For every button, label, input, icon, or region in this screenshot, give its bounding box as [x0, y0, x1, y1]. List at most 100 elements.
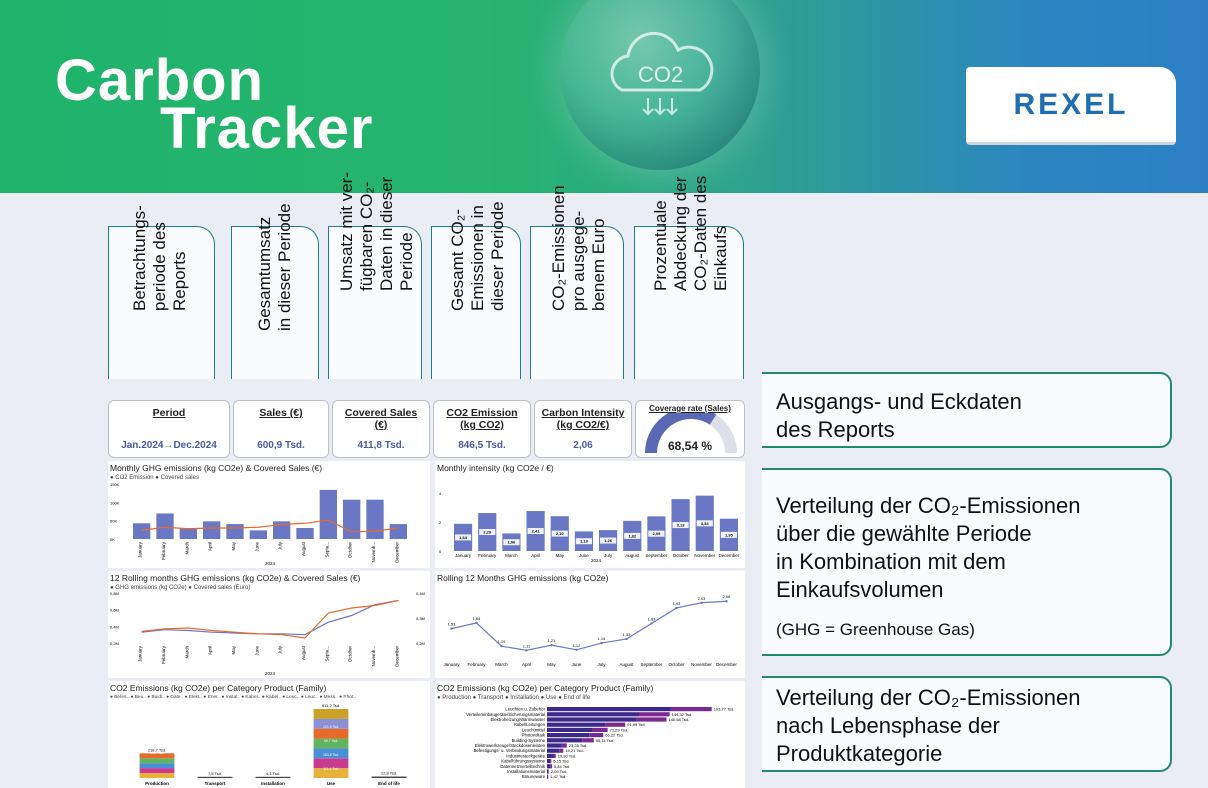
side-box-base-data: Ausgangs- und Eckdaten des Reports: [762, 372, 1172, 448]
x-tick-label: March: [184, 646, 189, 659]
data-label: 5,84 Tsd.: [554, 764, 570, 769]
bar: [389, 524, 407, 539]
x-tick-label: May: [231, 541, 236, 550]
y-category-label: Installationsmaterial: [507, 769, 545, 774]
kpi-coverage-value: 68,54 %: [667, 439, 713, 453]
kpi-co2-emission[interactable]: CO2 Emission (kg CO2) 846,5 Tsd.: [433, 400, 531, 458]
panel-monthly-ghg[interactable]: Monthly GHG emissions (kg CO2e) & Covere…: [108, 461, 430, 568]
inner-label: 95,7 Tsd.: [324, 739, 338, 743]
panel-rolling-ghg-sales-title: 12 Rolling months GHG emissions (kg CO2e…: [110, 573, 361, 583]
inner-label: 121,9 Tsd.: [323, 725, 339, 729]
y-category-label: Building-Systeme: [512, 738, 546, 743]
data-label: 2,06: [723, 594, 732, 599]
x-tick-label: June: [254, 646, 259, 656]
bar: [197, 776, 233, 778]
tab-total-sales: Gesamtumsatz in dieser Periode: [231, 203, 319, 379]
x-tick-label: August: [301, 645, 306, 660]
panel-category-lifecycle[interactable]: CO2 Emissions (kg CO2e) per Category Pro…: [108, 681, 430, 788]
tab-carbon-intensity-label: CO₂-Emissionen pro ausgege- benem Euro: [549, 185, 608, 311]
panel-rolling-ghg-sales[interactable]: 12 Rolling months GHG emissions (kg CO2e…: [108, 571, 430, 678]
x-tick-label: January: [455, 553, 472, 558]
inner-label: 111,1 Tsd.: [323, 767, 339, 771]
x-tick-label: Transport: [205, 781, 226, 786]
x-tick-label: November: [694, 553, 715, 558]
bar-use: [636, 717, 667, 722]
bar-use: [592, 727, 608, 732]
bar-production: [547, 753, 554, 758]
x-tick-label: October: [673, 553, 690, 558]
x-tick-label: April: [531, 553, 540, 558]
tab-coverage: Prozentuale Abdeckung der CO₂-Daten des …: [634, 176, 744, 379]
panel-category-lifecycle-title: CO2 Emissions (kg CO2e) per Category Pro…: [110, 683, 327, 693]
data-label: 1,33: [623, 632, 632, 637]
data-label-bg: [600, 537, 617, 544]
x-tick-label: June: [572, 662, 582, 667]
bar: [366, 499, 384, 539]
x-tick-label: December: [716, 662, 737, 667]
bar: [133, 523, 151, 539]
x-tick-label: September: [645, 553, 668, 558]
data-label-bg: [624, 532, 641, 539]
x-tick-label: July: [278, 541, 283, 550]
bar-use: [605, 722, 626, 727]
kpi-period-value: Jan.2024→Dec.2024: [121, 440, 217, 451]
kpi-coverage[interactable]: Coverage rate (Sales) 68,54 %: [635, 400, 745, 458]
tab-total-sales-label: Gesamtumsatz in dieser Periode: [255, 203, 294, 331]
data-label: 2,29: [483, 530, 492, 535]
panel-rolling-ghg-sales-legend: ● GHG emissions (kg CO2e) ● Covered sale…: [110, 585, 251, 591]
chart-monthly-ghg: 150K 100K 50K 0K January February March April Ma…: [110, 482, 407, 566]
x-tick-label: December: [394, 542, 399, 563]
y-tick-label: 2: [439, 520, 442, 525]
panel-category-family-title: CO2 Emissions (kg CO2e) per Category Pro…: [437, 683, 654, 693]
data-label: 91,99 Tsd.: [627, 722, 645, 727]
data-label: 55,11 Tsd.: [596, 738, 614, 743]
y2-tick-label: 0,3M: [416, 616, 425, 621]
tab-carbon-intensity: CO₂-Emissionen pro ausgege- benem Euro: [530, 185, 624, 379]
x-tick-label: Novemb...: [371, 542, 376, 563]
x-tick-label: July: [597, 662, 606, 667]
data-label-bg: [503, 539, 520, 546]
x-tick-label: January: [138, 541, 143, 558]
x-tick-label: October: [348, 542, 353, 559]
x-tick-label: November: [691, 662, 712, 667]
tab-coverage-label: Prozentuale Abdeckung der CO₂-Daten des …: [651, 175, 730, 291]
stack-segment: [313, 708, 349, 719]
y-category-label: Befestigungs- u. Verbindungsmaterial: [474, 748, 545, 753]
data-label: 1,21: [548, 638, 557, 643]
panel-category-family[interactable]: CO2 Emissions (kg CO2e) per Category Pro…: [435, 681, 745, 788]
y2-tick-label: 0,2M: [416, 641, 425, 646]
kpi-period[interactable]: Period Jan.2024→Dec.2024: [108, 400, 230, 458]
data-label: 1,64: [473, 616, 482, 621]
kpi-covered-sales[interactable]: Covered Sales (€) 411,8 Tsd.: [332, 400, 430, 458]
data-label-bg: [648, 530, 665, 537]
kpi-period-label: Period: [152, 407, 186, 419]
data-label: 3,34: [701, 521, 710, 526]
kpi-sales[interactable]: Sales (€) 600,9 Tsd.: [233, 400, 329, 458]
x-tick-label: December: [719, 553, 740, 558]
logo-carbon: Carbon: [55, 48, 264, 113]
bar-production: [547, 712, 640, 717]
kpi-covered-sales-value: 411,8 Tsd.: [357, 440, 405, 451]
bar-production: [547, 774, 548, 779]
tab-covered-sales: Umsatz mit ver- fügbaren CO₂- Daten in d…: [328, 172, 422, 379]
data-label-bg: [479, 529, 496, 536]
stack-segment: [139, 753, 175, 759]
x-tick-label: June: [254, 542, 259, 552]
panel-monthly-intensity-title: Monthly intensity (kg CO2e / €): [437, 463, 554, 473]
y-tick-label: 4: [439, 491, 442, 496]
panel-rolling-ghg[interactable]: Rolling 12 Months GHG emissions (kg CO2e…: [435, 571, 745, 678]
x-tick-label: May: [555, 553, 564, 558]
panel-monthly-intensity[interactable]: Monthly intensity (kg CO2e / €) 4 2 0 1,64 2…: [435, 461, 745, 568]
data-label: 2,09: [653, 531, 662, 536]
side-box-lifecycle: Verteilung der CO₂-Emissionen nach Leben…: [762, 676, 1172, 772]
bar: [226, 524, 244, 539]
bar: [179, 528, 197, 539]
stack-segment: [313, 728, 349, 739]
x-tick-label: March: [505, 553, 518, 558]
side-box-distribution-note: (GHG = Greenhouse Gas): [776, 620, 975, 639]
gauge-fill: [645, 413, 717, 454]
kpi-covered-sales-label: Covered Sales (€): [344, 407, 418, 431]
co2-icon-text: CO2: [638, 62, 683, 87]
kpi-carbon-intensity[interactable]: Carbon Intensity (kg CO2/€) 2,06: [534, 400, 632, 458]
data-label: 1,93: [673, 601, 682, 606]
